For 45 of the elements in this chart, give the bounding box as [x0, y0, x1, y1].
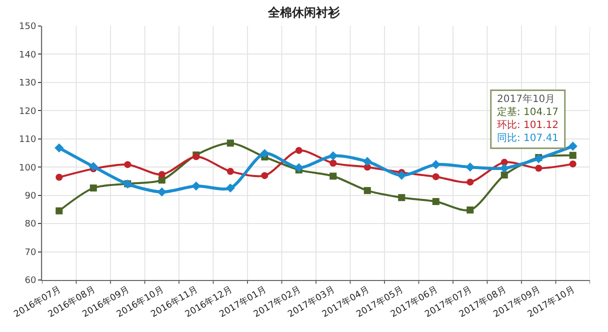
point: [294, 163, 304, 172]
y-tick-label: 90: [24, 191, 36, 202]
y-tick-label: 100: [19, 163, 36, 174]
point: [432, 173, 440, 180]
point: [56, 207, 63, 214]
annotation: 2017年10月: [497, 93, 556, 105]
point: [569, 160, 576, 168]
point: [466, 206, 474, 214]
point: [158, 170, 166, 178]
point: [500, 172, 508, 179]
point: [432, 198, 440, 206]
point: [226, 183, 235, 193]
annotation: 同比: 107.41: [497, 132, 559, 144]
point: [226, 168, 234, 175]
point: [398, 194, 406, 202]
point: [157, 187, 166, 196]
annotation: 定基: 104.17: [497, 106, 559, 118]
point: [330, 172, 337, 180]
point: [54, 143, 64, 152]
y-tick-label: 110: [19, 135, 36, 146]
y-tick-label: 80: [24, 220, 36, 230]
y-tick-label: 60: [24, 276, 36, 286]
chart-title: 全棉休闲衬衫: [267, 6, 341, 20]
point: [362, 156, 372, 166]
annotation: 环比: 101.12: [497, 119, 559, 131]
point: [364, 187, 371, 194]
y-tick-label: 150: [19, 22, 36, 32]
y-tick-label: 130: [19, 78, 36, 89]
point: [568, 142, 578, 151]
point: [330, 160, 337, 167]
point: [569, 152, 576, 159]
y-tick-label: 120: [19, 106, 36, 117]
point: [466, 178, 474, 186]
point: [56, 174, 63, 181]
point: [192, 181, 201, 191]
point: [226, 140, 234, 147]
y-tick-label: 70: [24, 248, 36, 258]
point: [88, 162, 98, 172]
point: [295, 146, 302, 154]
point: [261, 172, 268, 180]
point: [535, 164, 542, 172]
point: [90, 184, 97, 192]
y-tick-label: 140: [19, 50, 36, 60]
point: [124, 161, 132, 168]
point: [431, 160, 440, 170]
